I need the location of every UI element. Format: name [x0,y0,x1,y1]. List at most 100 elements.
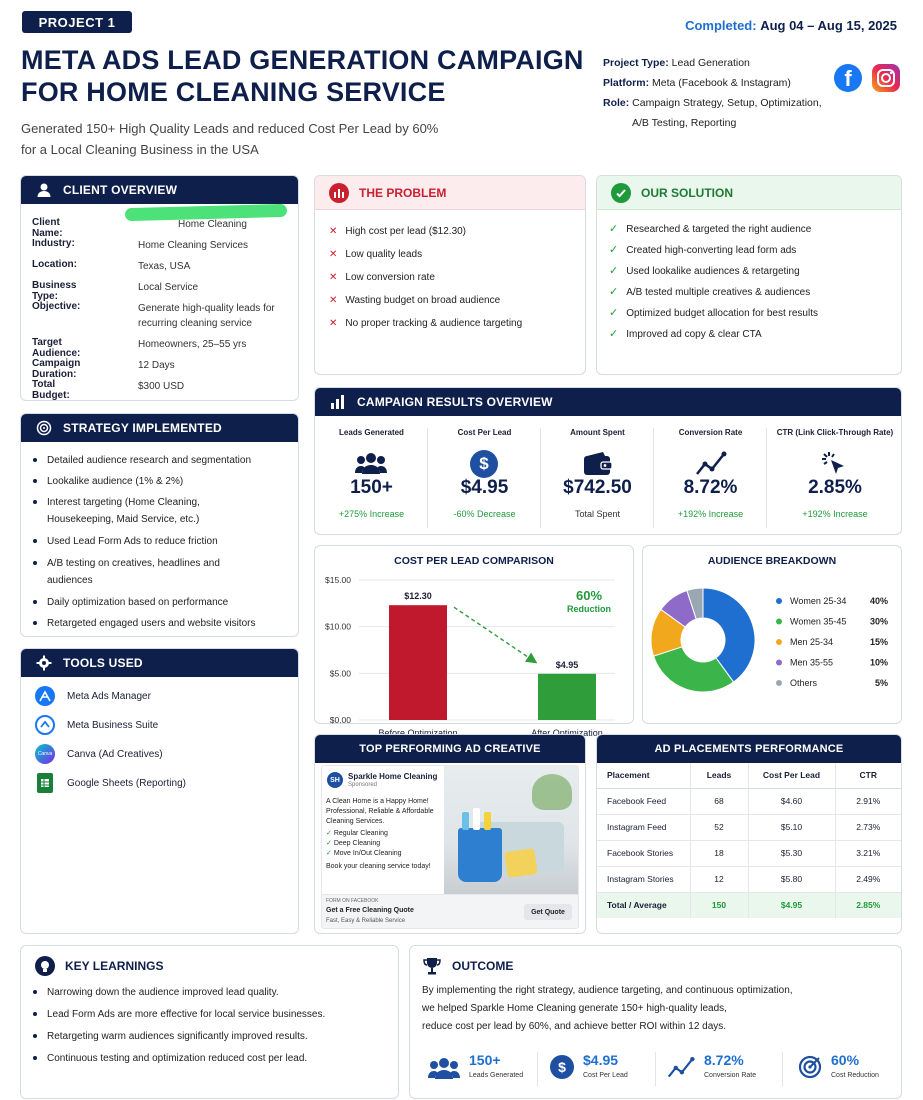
client-name-label: Client Name: [32,217,63,239]
placements-header: AD PLACEMENTS PERFORMANCE [597,735,901,763]
kpi-conversion-rate: Conversion Rate 8.72% +192% Increase [654,428,767,538]
dollar-icon: $ [550,1055,574,1079]
problem-title: THE PROBLEM [359,185,447,200]
x-tick-label: Before Optimization [378,728,457,738]
legend-value: 30% [870,617,888,627]
kpi-cost-per-lead: Cost Per Lead $4.95 -60% Decrease [428,428,541,538]
outcome-text: By implementing the right strategy, audi… [422,982,793,1036]
strategy-item-text: Daily optimization based on performance [47,597,229,608]
pie-slice [702,587,756,683]
bar-data-label: $12.30 [404,591,432,601]
strategy-item-text: A/B testing on creatives, headlines and … [47,558,220,586]
role-value-line2: A/B Testing, Reporting [632,117,737,129]
table-header-cell: CTR [859,770,877,781]
business-type-label: Business Type: [32,280,77,302]
strategy-card: STRATEGY IMPLEMENTED Detailed audience r… [20,413,299,637]
ad-page-name: Sparkle Home Cleaning [348,772,438,781]
kpi-label: Conversion Rate [678,428,743,437]
check-icon: ✓ [609,223,619,235]
outcome-text-line: we helped Sparkle Home Cleaning generate… [422,1003,727,1014]
key-learnings-title: KEY LEARNINGS [65,959,164,973]
canva-icon: Canva [35,744,55,764]
solution-item-text: Optimized budget allocation for best res… [626,308,818,319]
industry-value: Home Cleaning Services [138,240,249,251]
kpi-leads: Leads Generated 150+ +275% Increase [315,428,428,538]
audience-chart-title: AUDIENCE BREAKDOWN [707,555,837,567]
click-icon [820,450,848,483]
problem-item: ✕ Low conversion rate [329,269,435,286]
solution-item: ✓ Optimized budget allocation for best re… [609,305,818,322]
strategy-item: Daily optimization based on performance [33,594,283,611]
tool-label: Meta Ads Manager [67,690,151,702]
placements-table: Placement Leads Cost Per Lead CTR Facebo… [597,763,901,918]
outcome-stat-value: $4.95 [583,1052,619,1068]
gear-icon [33,654,55,672]
ad-cta-text: Book your cleaning service today! [326,863,431,870]
strategy-item: Detailed audience research and segmentat… [33,452,283,469]
trend-icon [695,450,727,481]
legend-label: Men 35-55 [790,658,833,668]
instagram-icon [872,64,900,92]
outcome-text-line: By implementing the right strategy, audi… [422,985,793,996]
project-badge-label: PROJECT 1 [38,14,116,30]
alert-icon [329,182,349,203]
table-cell: $5.80 [748,866,836,892]
campaign-duration-value: 12 Days [138,360,175,371]
table-cell: $4.95 [748,892,836,918]
pie-slice [652,646,735,693]
legend-value: 40% [870,596,888,606]
check-icon: ✓ [609,307,619,319]
ad-form-subtitle: Fast, Easy & Reliable Service [326,918,406,924]
tool-item: Meta Business Suite [35,715,158,735]
solution-item: ✓ Used lookalike audiences & retargeting [609,263,800,280]
strategy-item: Used Lead Form Ads to reduce friction [33,533,283,550]
ad-sponsored-label: Sponsored [348,782,378,788]
ad-copy-line: Professional, Reliable & Affordable [326,808,434,815]
cost-per-lead-bar-chart: $15.00 $10.00 $5.00 $0.00 $12.30 Before Optim… [325,575,615,738]
outcome-stat-value: 150+ [469,1052,501,1068]
results-title: CAMPAIGN RESULTS OVERVIEW [357,395,553,409]
get-quote-label: Get Quote [531,908,565,916]
ad-copy: A Clean Home is a Happy Home! Profession… [326,797,451,872]
page-subtitle-line1: Generated 150+ High Quality Leads and re… [21,121,439,136]
key-learnings-card: KEY LEARNINGS Narrowing down the audienc… [20,945,399,1099]
solution-card: OUR SOLUTION ✓ Researched & targeted the … [596,175,902,375]
role-label: Role: [603,97,630,109]
y-tick-label: $0.00 [330,715,352,725]
table-cell: Facebook Stories [597,840,691,866]
strategy-item: Retargeted engaged users and website vis… [33,615,293,632]
strategy-header: STRATEGY IMPLEMENTED [21,414,298,442]
audience-breakdown-card: AUDIENCE BREAKDOWN Women 25-34 40% Women 3… [642,545,902,724]
tool-item: Google Sheets (Reporting) [35,773,186,793]
tool-item: Meta Ads Manager [35,686,151,706]
legend-marker [776,618,782,625]
table-cell: 2.49% [856,874,881,884]
get-quote-button[interactable]: Get Quote [524,904,572,920]
table-row: Instagram Feed 52 $5.10 2.73% [597,814,901,840]
campaign-duration-label: Campaign Duration: [32,358,81,380]
legend-marker [776,639,782,645]
outcome-title: OUTCOME [452,959,514,973]
lightbulb-icon [35,956,55,976]
role-value-line1: Campaign Strategy, Setup, Optimization, [632,97,822,109]
ad-creative-card: TOP PERFORMING AD CREATIVE SH Sparkle Ho… [314,734,586,934]
check-circle-icon [611,182,631,203]
solution-item-text: A/B tested multiple creatives & audience… [626,287,811,298]
kpi-label: Leads Generated [339,428,404,437]
solution-title: OUR SOLUTION [641,185,733,200]
legend-marker [776,659,782,666]
tool-item: Canva Canva (Ad Creatives) [35,744,163,764]
kpi-label: Cost Per Lead [457,428,512,437]
table-cell: $5.10 [748,814,836,840]
learning-item-text: Retargeting warm audiences significantly… [47,1031,308,1042]
user-icon [33,181,55,199]
placements-card: AD PLACEMENTS PERFORMANCE Placement Lead… [596,734,902,934]
legend-label: Others [790,678,818,688]
table-cell: Instagram Stories [597,866,691,892]
client-overview-title: CLIENT OVERVIEW [63,183,178,197]
location-value: Texas, USA [138,261,191,272]
solution-item: ✓ Researched & targeted the right audienc… [609,221,811,238]
wallet-icon [583,452,613,481]
problem-item-text: No proper tracking & audience targeting [345,318,523,329]
objective-label: Objective: [32,301,81,312]
